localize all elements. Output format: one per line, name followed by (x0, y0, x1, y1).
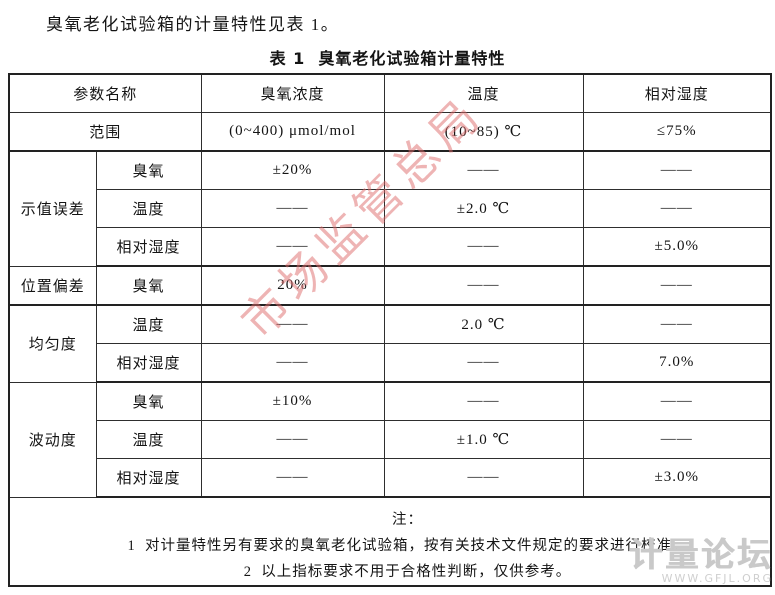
value-cell: ±3.0% (582, 458, 772, 498)
col-header-temperature: 温度 (383, 73, 584, 113)
range-temperature-value: (10~85) ℃ (383, 112, 584, 152)
range-ozone-value: (0~400) μmol/mol (200, 112, 385, 152)
group-label-position-deviation: 位置偏差 (8, 265, 97, 306)
header-row: 参数名称 臭氧浓度 温度 相对湿度 (8, 73, 772, 113)
col-header-ozone: 臭氧浓度 (200, 73, 385, 113)
value-cell: —— (200, 304, 385, 344)
notes-block: 注： 1 对计量特性另有要求的臭氧老化试验箱，按有关技术文件规定的要求进行校准。… (10, 498, 770, 585)
metrology-table: 参数名称 臭氧浓度 温度 相对湿度 范围 (0~400) μmol/mol (1… (8, 73, 773, 587)
table-row: 位置偏差 臭氧 20% —— —— (8, 265, 772, 306)
value-cell: —— (200, 420, 385, 459)
table-row: 相对湿度 —— —— ±5.0% (9, 227, 772, 267)
value-cell: ±1.0 ℃ (383, 420, 584, 459)
value-cell: —— (383, 458, 584, 498)
param-label: 温度 (95, 420, 202, 459)
notes-label: 注： (392, 512, 423, 528)
col-header-param: 参数名称 (8, 73, 202, 113)
value-cell: —— (582, 265, 772, 306)
range-humidity-value: ≤75% (582, 112, 772, 152)
value-cell: —— (383, 265, 584, 306)
intro-paragraph: 臭氧老化试验箱的计量特性见表 1。 (46, 15, 340, 34)
group-label-indication-error: 示值误差 (8, 150, 97, 267)
table-row: 均匀度 温度 —— 2.0 ℃ —— (8, 304, 772, 383)
value-cell: —— (383, 150, 584, 190)
value-cell: 7.0% (582, 343, 772, 383)
value-cell: —— (582, 304, 772, 344)
value-cell: ±10% (200, 381, 385, 421)
value-cell: 20% (200, 265, 385, 306)
table-row: 相对湿度 —— —— ±3.0% (9, 458, 772, 498)
notes-row: 注： 1 对计量特性另有要求的臭氧老化试验箱，按有关技术文件规定的要求进行校准。… (8, 496, 772, 587)
range-label: 范围 (8, 112, 202, 152)
param-label: 相对湿度 (95, 343, 202, 383)
value-cell: —— (200, 343, 385, 383)
param-label: 相对湿度 (95, 458, 202, 498)
value-cell: —— (383, 343, 584, 383)
param-label: 温度 (95, 189, 202, 228)
note-line-2: 2 以上指标要求不用于合格性判断，仅供参考。 (243, 564, 572, 580)
param-label: 臭氧 (95, 265, 202, 306)
table-caption: 表 1 臭氧老化试验箱计量特性 (269, 49, 506, 68)
value-cell: ±20% (200, 150, 385, 190)
table-row: 波动度 臭氧 ±10% —— —— (8, 381, 772, 498)
range-row: 范围 (0~400) μmol/mol (10~85) ℃ ≤75% (8, 112, 772, 152)
value-cell: —— (582, 189, 772, 228)
group-label-uniformity: 均匀度 (8, 304, 97, 383)
value-cell: ±5.0% (582, 227, 772, 267)
value-cell: —— (200, 227, 385, 267)
param-label: 相对湿度 (95, 227, 202, 267)
value-cell: —— (582, 420, 772, 459)
param-label: 温度 (95, 304, 202, 344)
table-row: 相对湿度 —— —— 7.0% (9, 343, 772, 383)
notes-cell: 注： 1 对计量特性另有要求的臭氧老化试验箱，按有关技术文件规定的要求进行校准。… (8, 496, 772, 587)
value-cell: —— (582, 150, 772, 190)
table-row: 温度 —— ±2.0 ℃ —— (9, 189, 772, 228)
value-cell: ±2.0 ℃ (383, 189, 584, 228)
table-row: 示值误差 臭氧 ±20% —— —— (8, 150, 772, 267)
note-line-1: 1 对计量特性另有要求的臭氧老化试验箱，按有关技术文件规定的要求进行校准。 (127, 538, 688, 554)
value-cell: 2.0 ℃ (383, 304, 584, 344)
value-cell: —— (200, 189, 385, 228)
value-cell: —— (582, 381, 772, 421)
value-cell: —— (200, 458, 385, 498)
table-row: 温度 —— ±1.0 ℃ —— (9, 420, 772, 459)
param-label: 臭氧 (95, 150, 202, 190)
group-label-fluctuation: 波动度 (8, 381, 97, 498)
col-header-humidity: 相对湿度 (582, 73, 772, 113)
param-label: 臭氧 (95, 381, 202, 421)
value-cell: —— (383, 227, 584, 267)
value-cell: —— (383, 381, 584, 421)
